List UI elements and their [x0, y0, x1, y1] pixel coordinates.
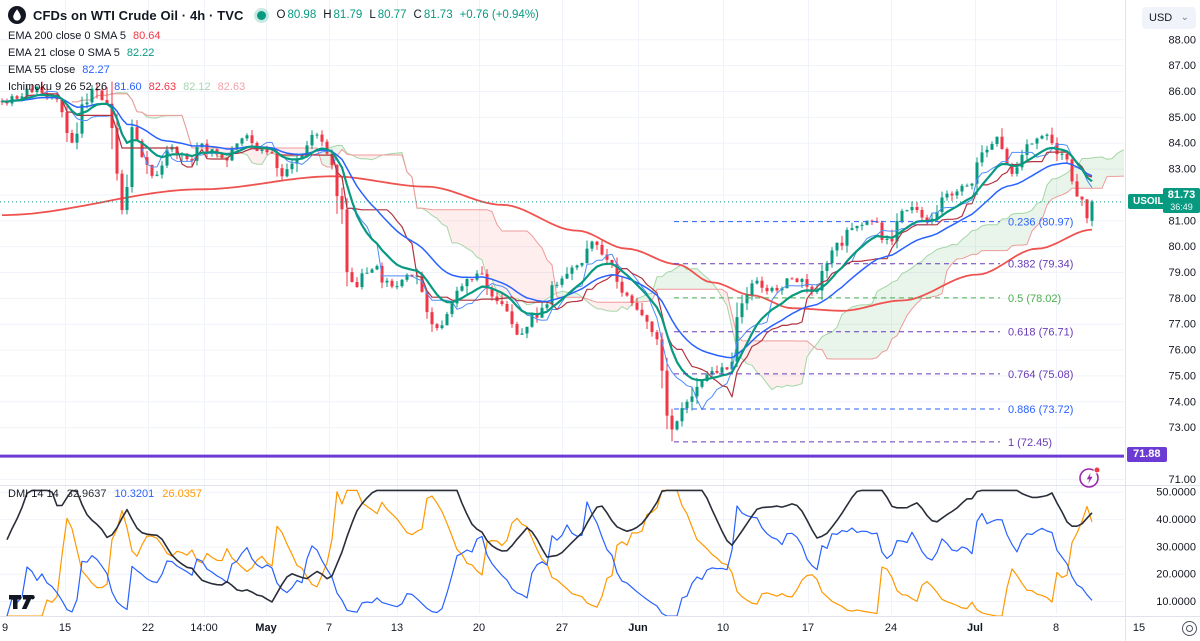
- svg-text:78.00: 78.00: [1168, 293, 1196, 305]
- svg-text:24: 24: [885, 622, 897, 634]
- timezone-clock-icon[interactable]: [1182, 621, 1197, 636]
- indicator-ema200[interactable]: EMA 200 close 0 SMA 5 80.64: [8, 29, 161, 42]
- svg-text:81.00: 81.00: [1168, 215, 1196, 227]
- indicator-dmi[interactable]: DMI 14 14 32.9637 10.3201 26.0357: [8, 488, 203, 500]
- svg-text:0.5 (78.02): 0.5 (78.02): [1008, 293, 1061, 305]
- tradingview-logo[interactable]: [8, 593, 38, 613]
- open-value: 80.98: [287, 9, 317, 21]
- bar-countdown: 36:49: [1170, 202, 1193, 212]
- svg-text:79.00: 79.00: [1168, 267, 1196, 279]
- svg-text:7: 7: [326, 622, 332, 634]
- svg-text:80.00: 80.00: [1168, 241, 1196, 253]
- high-value: 81.79: [333, 9, 363, 21]
- low-value: 80.77: [377, 9, 407, 21]
- svg-text:22: 22: [142, 622, 154, 634]
- svg-text:86.00: 86.00: [1168, 86, 1196, 98]
- chart-legend: CFDs on WTI Crude Oil · 4h · TVC O 80.98 …: [8, 5, 539, 93]
- svg-text:0.236 (80.97): 0.236 (80.97): [1008, 217, 1073, 229]
- close-value: 81.73: [423, 9, 453, 21]
- svg-text:77.00: 77.00: [1168, 319, 1196, 331]
- chevron-down-icon: ⌄: [1180, 12, 1189, 23]
- high-label: H: [323, 9, 332, 21]
- market-status-dot[interactable]: [257, 10, 267, 20]
- svg-text:10.0000: 10.0000: [1156, 596, 1196, 608]
- svg-text:0.886 (73.72): 0.886 (73.72): [1008, 404, 1073, 416]
- svg-text:75.00: 75.00: [1168, 370, 1196, 382]
- svg-text:30.0000: 30.0000: [1156, 541, 1196, 553]
- last-price-value: 81.73: [1167, 189, 1196, 201]
- low-label: L: [369, 9, 376, 21]
- open-label: O: [276, 9, 286, 21]
- svg-text:74.00: 74.00: [1168, 396, 1196, 408]
- svg-text:17: 17: [802, 622, 814, 634]
- svg-text:88.00: 88.00: [1168, 34, 1196, 46]
- svg-text:1 (72.45): 1 (72.45): [1008, 437, 1052, 449]
- svg-text:14:00: 14:00: [190, 622, 218, 634]
- svg-text:Jul: Jul: [967, 622, 983, 634]
- svg-text:76.00: 76.00: [1168, 345, 1196, 357]
- symbol-header-row: CFDs on WTI Crude Oil · 4h · TVC O 80.98 …: [8, 5, 539, 25]
- svg-text:84.00: 84.00: [1168, 138, 1196, 150]
- alert-lightning-icon[interactable]: [1077, 464, 1103, 490]
- svg-text:10: 10: [717, 622, 729, 634]
- oil-drop-icon: [8, 6, 26, 24]
- svg-text:May: May: [255, 622, 277, 634]
- symbol-title[interactable]: CFDs on WTI Crude Oil · 4h · TVC: [33, 7, 244, 23]
- last-price-badge[interactable]: 81.73 36:49: [1163, 188, 1200, 213]
- indicator-ichimoku[interactable]: Ichimoku 9 26 52 26 81.60 82.63 82.12 82…: [8, 80, 246, 93]
- currency-dropdown[interactable]: USD ⌄: [1142, 7, 1196, 29]
- svg-text:87.00: 87.00: [1168, 60, 1196, 72]
- svg-text:27: 27: [556, 622, 568, 634]
- svg-text:71.00: 71.00: [1168, 474, 1196, 486]
- svg-text:0.764 (75.08): 0.764 (75.08): [1008, 369, 1073, 381]
- svg-text:15: 15: [1133, 622, 1145, 634]
- svg-text:50.0000: 50.0000: [1156, 487, 1196, 499]
- svg-text:40.0000: 40.0000: [1156, 514, 1196, 526]
- svg-text:85.00: 85.00: [1168, 112, 1196, 124]
- svg-text:0.382 (79.34): 0.382 (79.34): [1008, 259, 1073, 271]
- usoil-symbol-tag[interactable]: USOIL: [1128, 194, 1169, 209]
- currency-value: USD: [1149, 12, 1173, 24]
- change-value: +0.76 (+0.94%): [459, 9, 539, 21]
- svg-text:8: 8: [1053, 622, 1059, 634]
- svg-text:20.0000: 20.0000: [1156, 569, 1196, 581]
- ohlc-readout: O 80.98 H 81.79 L 80.77 C 81.73 +0.76 (+0.94…: [276, 9, 538, 21]
- svg-text:20: 20: [473, 622, 485, 634]
- svg-text:Jun: Jun: [628, 622, 648, 634]
- svg-text:73.00: 73.00: [1168, 422, 1196, 434]
- svg-text:9: 9: [2, 622, 8, 634]
- svg-text:15: 15: [59, 622, 71, 634]
- indicator-ema21[interactable]: EMA 21 close 0 SMA 5 82.22: [8, 46, 155, 59]
- close-label: C: [413, 9, 422, 21]
- alert-price-label[interactable]: 71.88: [1127, 447, 1167, 462]
- indicator-ema55[interactable]: EMA 55 close 82.27: [8, 63, 110, 76]
- svg-text:0.618 (76.71): 0.618 (76.71): [1008, 327, 1073, 339]
- svg-text:13: 13: [391, 622, 403, 634]
- svg-text:83.00: 83.00: [1168, 164, 1196, 176]
